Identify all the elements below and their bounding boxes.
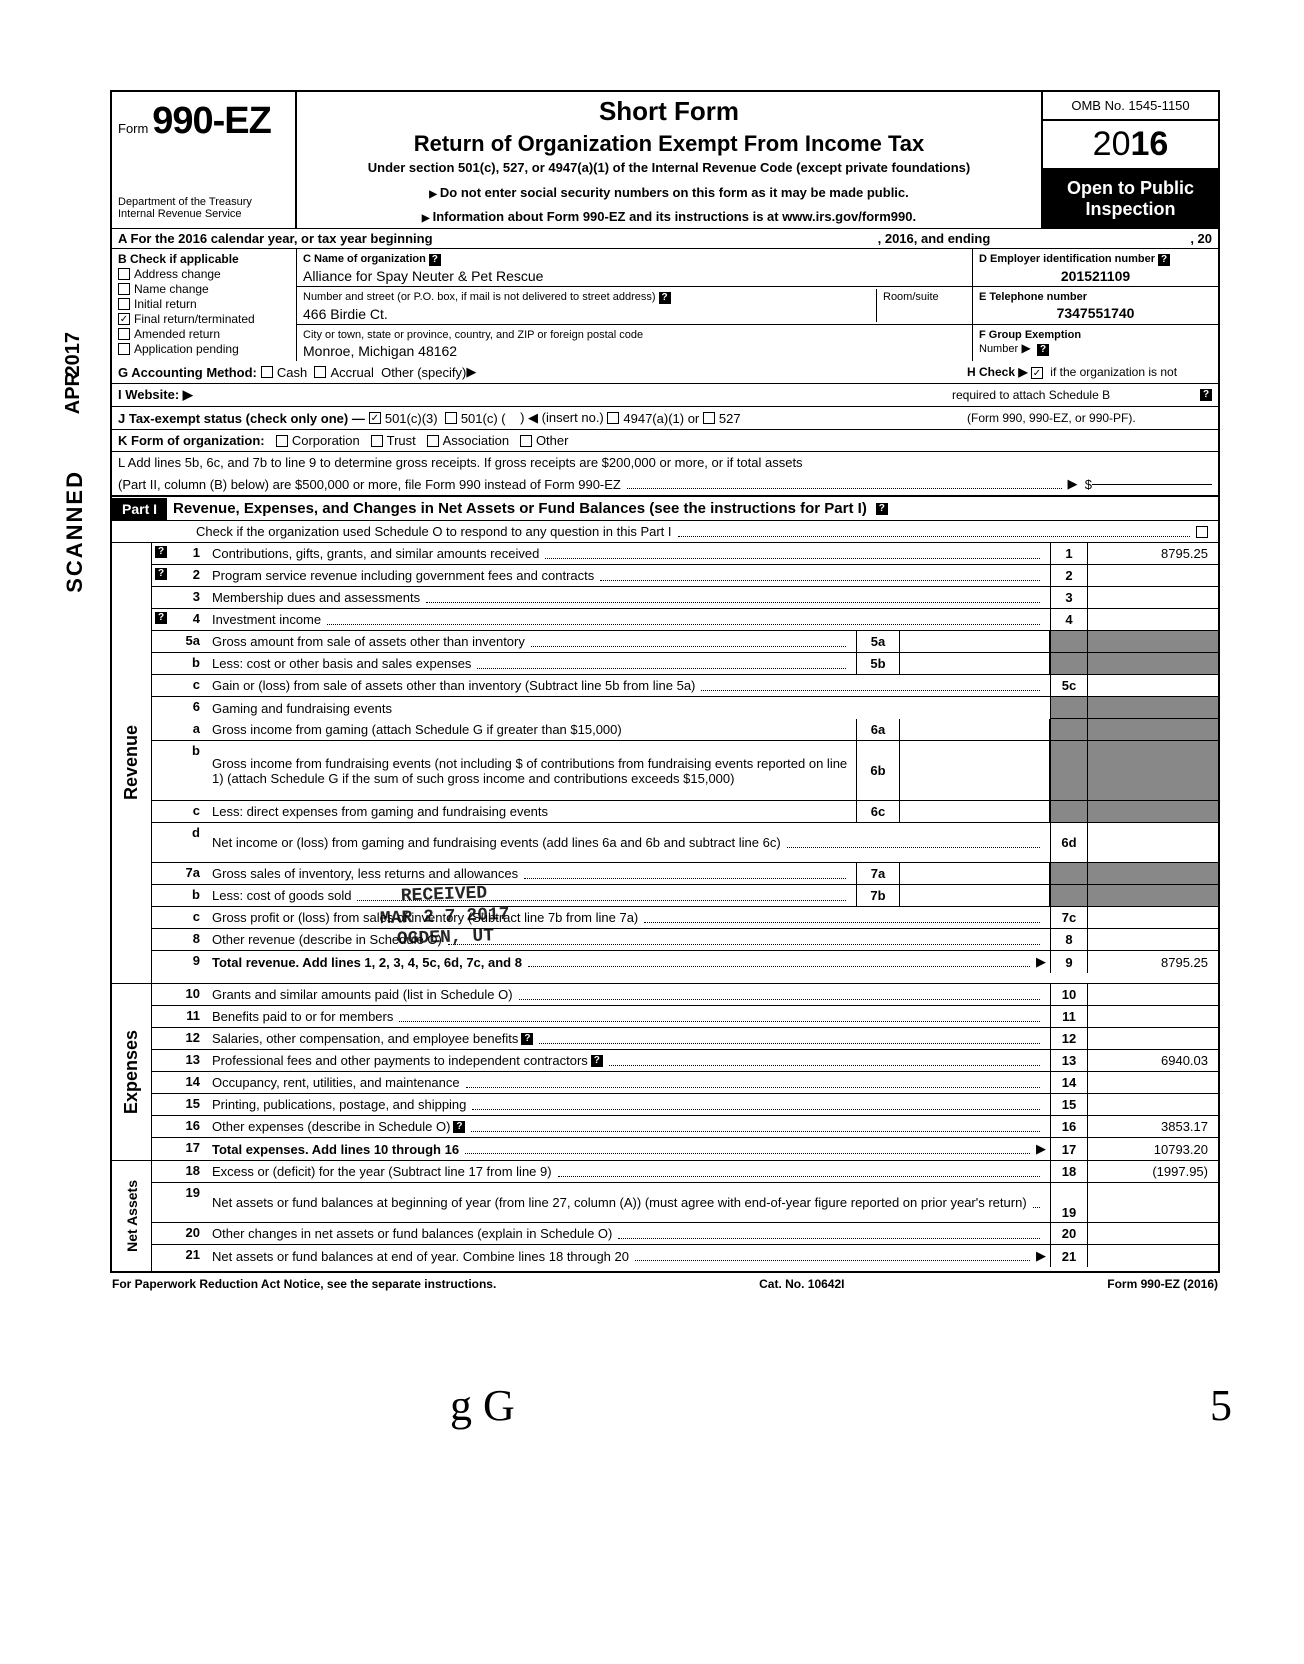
handwriting-2: 5	[1210, 1380, 1232, 1431]
group-cell: F Group Exemption Number ▶ ?	[973, 325, 1218, 361]
info-grid: B Check if applicable Address change Nam…	[110, 249, 1220, 361]
row-l1: L Add lines 5b, 6c, and 7b to line 9 to …	[110, 452, 1220, 473]
chk-527[interactable]	[703, 412, 715, 424]
apr-label: APR	[62, 372, 85, 414]
scanned-stamp: SCANNED	[62, 470, 88, 593]
line-9-value: 8795.25	[1088, 951, 1218, 973]
help-icon[interactable]: ?	[1037, 344, 1049, 356]
col-cd: C Name of organization? Alliance for Spa…	[297, 249, 1218, 361]
title-return: Return of Organization Exempt From Incom…	[307, 131, 1031, 157]
chk-pending[interactable]	[118, 343, 130, 355]
line-1-value: 8795.25	[1088, 543, 1218, 564]
phone: 7347551740	[979, 305, 1212, 321]
header-left: Form 990-EZ Department of the Treasury I…	[112, 92, 297, 228]
netassets-label: Net Assets	[112, 1161, 152, 1271]
help-icon[interactable]: ?	[429, 254, 441, 266]
chk-address[interactable]	[118, 268, 130, 280]
chk-501c3[interactable]: ✓	[369, 412, 381, 424]
row-l2: (Part II, column (B) below) are $500,000…	[110, 473, 1220, 497]
ein-cell: D Employer identification number? 201521…	[973, 249, 1218, 286]
chk-final[interactable]: ✓	[118, 313, 130, 325]
line-18-value: (1997.95)	[1088, 1161, 1218, 1182]
chk-name[interactable]	[118, 283, 130, 295]
chk-schedule-o[interactable]	[1196, 526, 1208, 538]
line-table: Revenue ?1Contributions, gifts, grants, …	[110, 543, 1220, 1273]
city-cell: City or town, state or province, country…	[297, 325, 973, 361]
chk-h[interactable]: ✓	[1031, 367, 1043, 379]
row-g: G Accounting Method: Cash Accrual Other …	[110, 361, 1220, 384]
chk-cash[interactable]	[261, 366, 273, 378]
expenses-label: Expenses	[112, 984, 152, 1160]
street: 466 Birdie Ct.	[303, 306, 876, 322]
line-17-value: 10793.20	[1088, 1138, 1218, 1160]
footer-mid: Cat. No. 10642I	[759, 1277, 844, 1291]
row-i: I Website: ▶ required to attach Schedule…	[110, 384, 1220, 407]
chk-assoc[interactable]	[427, 435, 439, 447]
year-side: 2017	[62, 332, 85, 377]
row-k: K Form of organization: Corporation Trus…	[110, 430, 1220, 452]
header-right: OMB No. 1545-1150 2016 Open to Public In…	[1043, 92, 1218, 228]
arrow-line-2: Information about Form 990-EZ and its in…	[307, 209, 1031, 224]
omb-number: OMB No. 1545-1150	[1043, 92, 1218, 121]
subtitle: Under section 501(c), 527, or 4947(a)(1)…	[307, 160, 1031, 175]
line-16-value: 3853.17	[1088, 1116, 1218, 1137]
chk-accrual[interactable]	[314, 366, 326, 378]
phone-cell: E Telephone number 7347551740	[973, 287, 1218, 324]
chk-corp[interactable]	[276, 435, 288, 447]
form-header: Form 990-EZ Department of the Treasury I…	[110, 90, 1220, 228]
received-stamp: RECEIVED MAR 2 7 2017 OGDEN, UT	[379, 883, 511, 952]
revenue-label: Revenue	[112, 543, 152, 983]
row-h: H Check ▶ ✓ if the organization is not	[967, 365, 1212, 380]
chk-other[interactable]	[520, 435, 532, 447]
ein: 201521109	[979, 268, 1212, 284]
open-to-public: Open to Public Inspection	[1043, 170, 1218, 228]
form-990ez: Form 990-EZ Department of the Treasury I…	[110, 90, 1220, 1295]
chk-501c[interactable]	[445, 412, 457, 424]
dept-treasury: Department of the Treasury Internal Reve…	[118, 196, 289, 220]
row-a: A For the 2016 calendar year, or tax yea…	[110, 228, 1220, 249]
footer-left: For Paperwork Reduction Act Notice, see …	[112, 1277, 496, 1291]
help-icon[interactable]: ?	[1200, 389, 1212, 401]
part-i-check: Check if the organization used Schedule …	[110, 521, 1220, 543]
chk-4947[interactable]	[607, 412, 619, 424]
part-i-header: Part I Revenue, Expenses, and Changes in…	[110, 497, 1220, 521]
tax-year: 2016	[1043, 121, 1218, 170]
chk-amended[interactable]	[118, 328, 130, 340]
part-title: Revenue, Expenses, and Changes in Net As…	[167, 497, 873, 520]
col-b-checkboxes: B Check if applicable Address change Nam…	[112, 249, 297, 361]
help-icon[interactable]: ?	[659, 292, 671, 304]
footer: For Paperwork Reduction Act Notice, see …	[110, 1273, 1220, 1295]
part-label: Part I	[112, 498, 167, 520]
header-mid: Short Form Return of Organization Exempt…	[297, 92, 1043, 228]
row-j: J Tax-exempt status (check only one) — ✓…	[110, 407, 1220, 430]
form-number: 990-EZ	[152, 100, 271, 142]
title-short-form: Short Form	[307, 96, 1031, 127]
line-13-value: 6940.03	[1088, 1050, 1218, 1071]
chk-initial[interactable]	[118, 298, 130, 310]
org-name-cell: C Name of organization? Alliance for Spa…	[297, 249, 973, 286]
handwriting-1: g G	[450, 1380, 515, 1431]
help-icon[interactable]: ?	[1158, 254, 1170, 266]
form-prefix: Form	[118, 121, 148, 136]
addr-cell: Number and street (or P.O. box, if mail …	[297, 287, 973, 324]
footer-right: Form 990-EZ (2016)	[1107, 1277, 1218, 1291]
help-icon[interactable]: ?	[876, 503, 888, 515]
org-name: Alliance for Spay Neuter & Pet Rescue	[303, 268, 966, 284]
city: Monroe, Michigan 48162	[303, 343, 966, 359]
arrow-line-1: Do not enter social security numbers on …	[307, 185, 1031, 200]
chk-trust[interactable]	[371, 435, 383, 447]
